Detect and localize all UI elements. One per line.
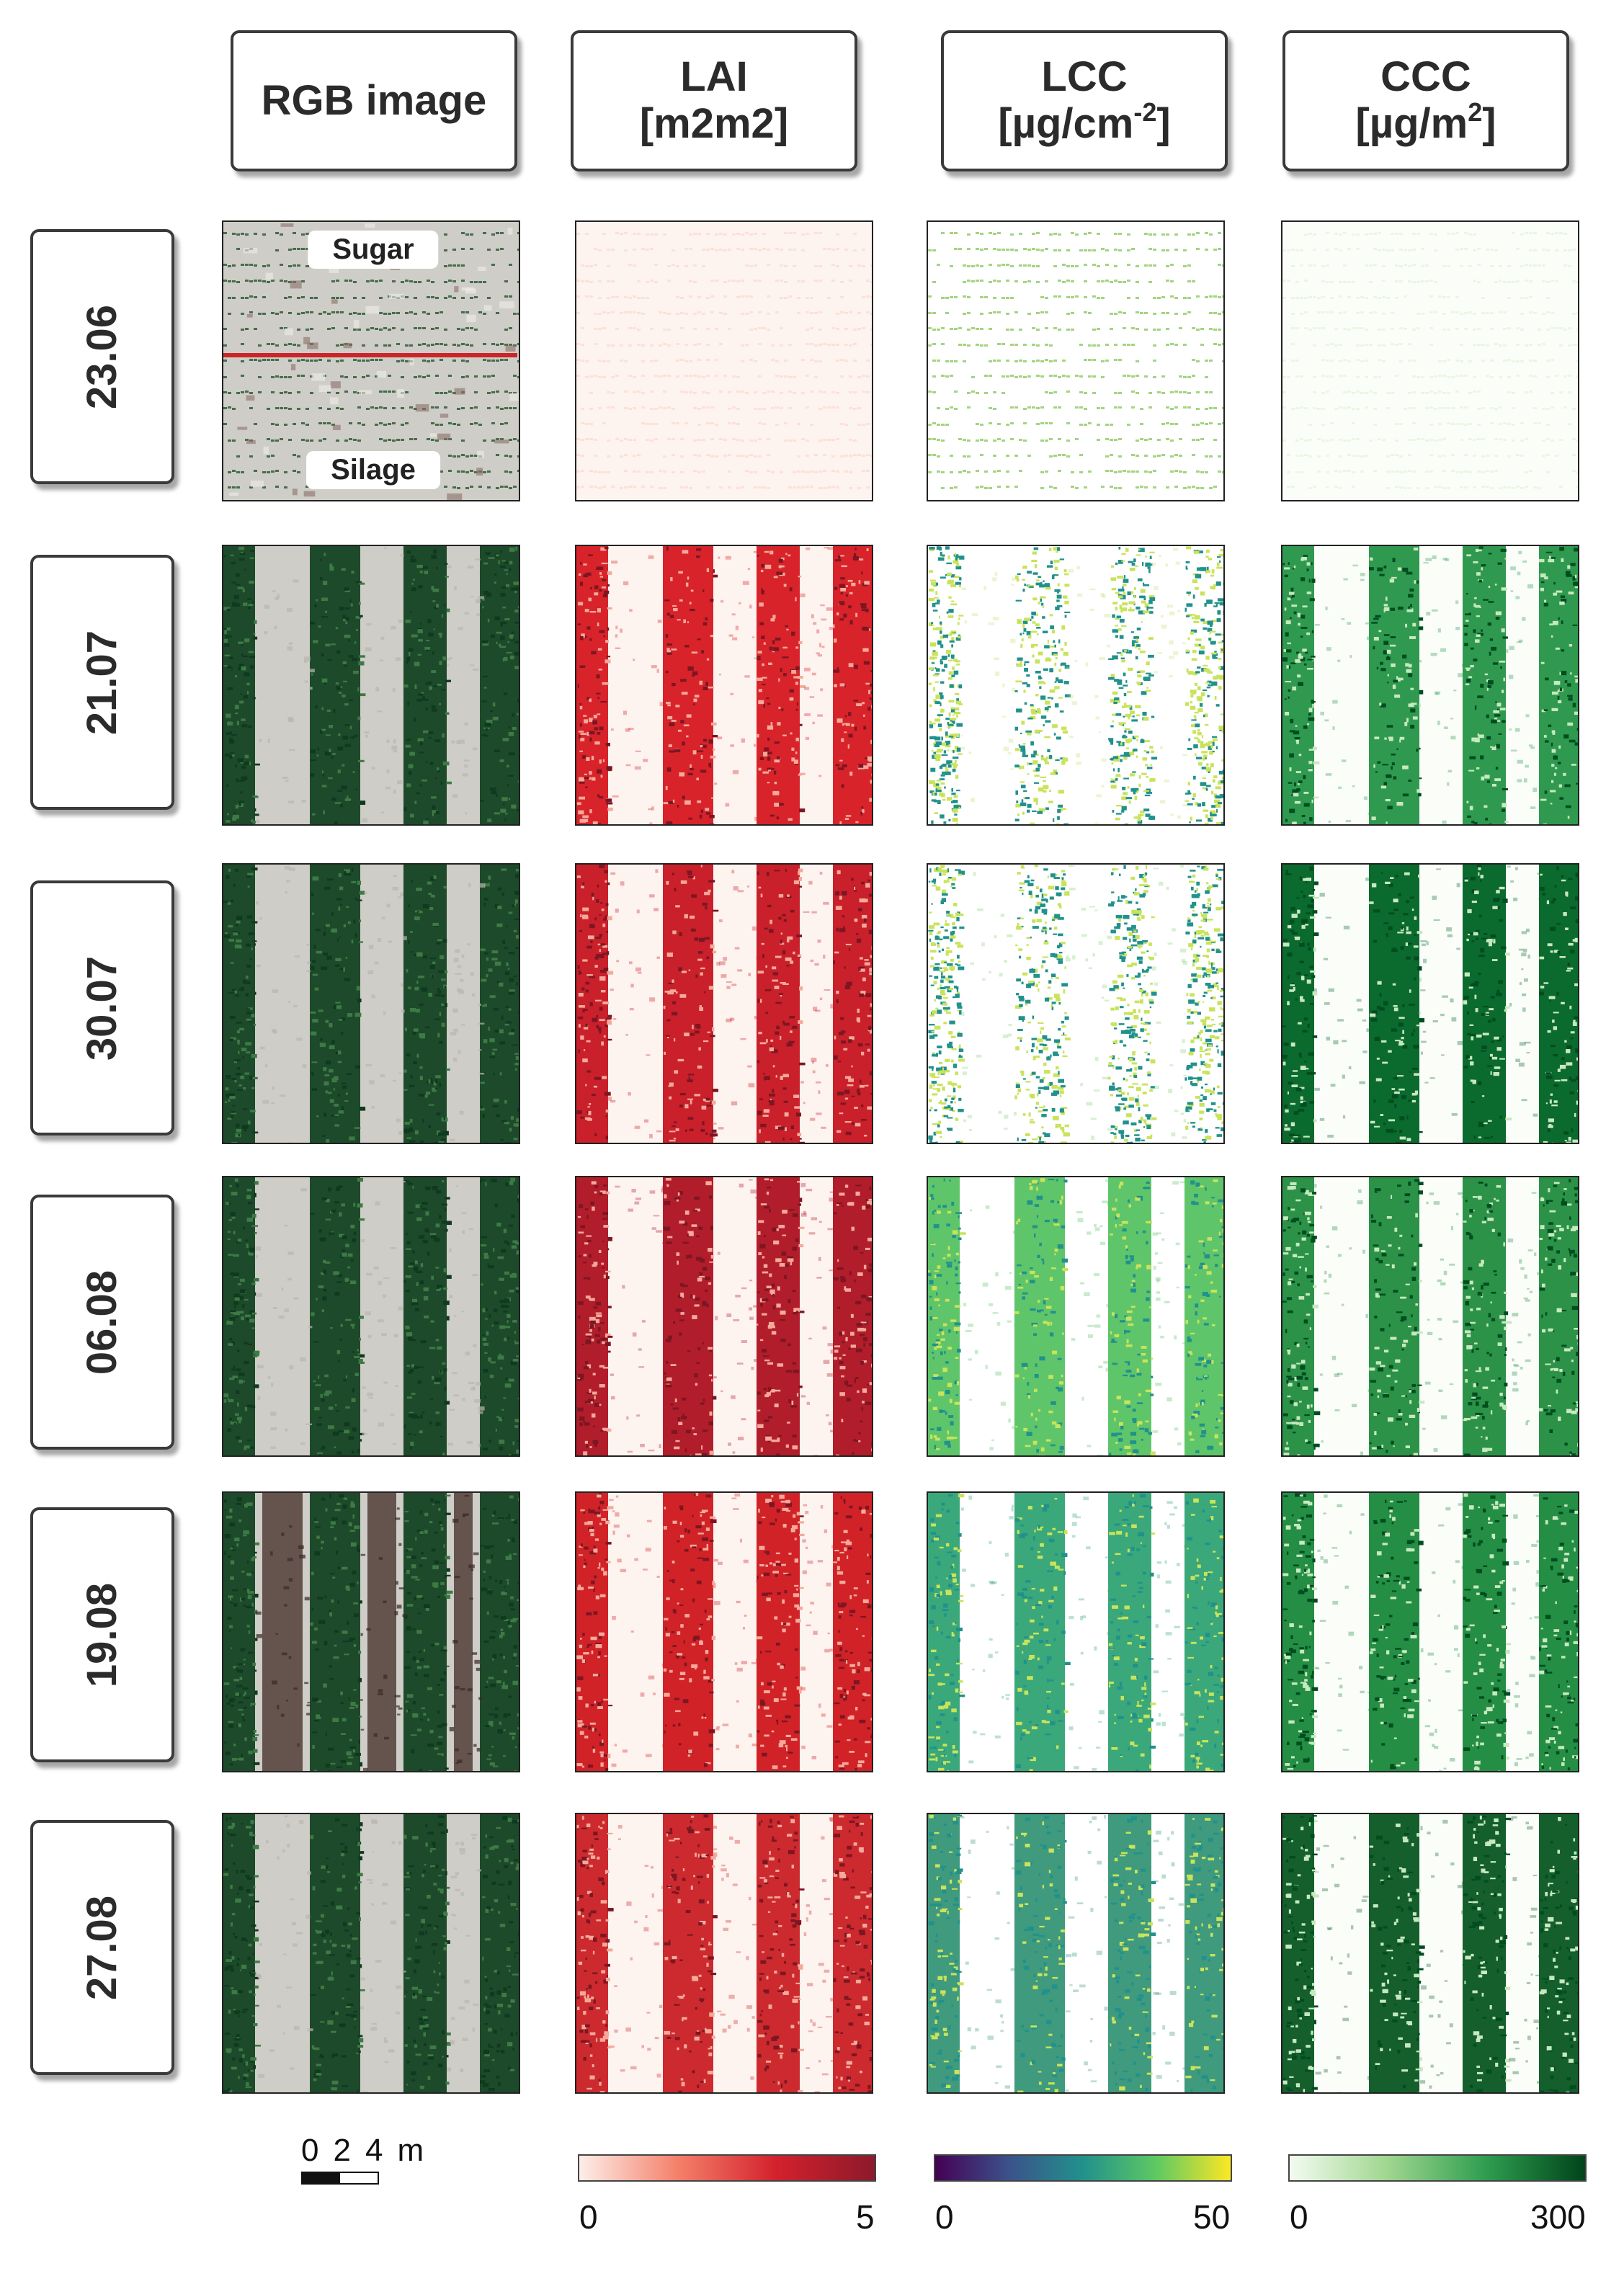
map-tile-lcc-27-08 [927,1813,1225,2094]
map-tile-lcc-30-07 [927,863,1225,1144]
legend-ccc-colorbar [1288,2154,1587,2182]
header-lai: LAI [m2m2] [571,30,857,171]
scale-unit: m [397,2133,424,2168]
plot-divider-line [223,353,517,357]
date-label-6: 27.08 [30,1820,174,2075]
header-lai-title: LAI [680,53,748,101]
map-tile-rgb-27-08 [222,1813,520,2094]
map-tile-rgb-21-07 [222,545,520,826]
legend-lcc-colorbar [934,2154,1232,2182]
map-tile-ccc-30-07 [1281,863,1579,1144]
map-tile-ccc-21-07 [1281,545,1579,826]
map-tile-lai-06-08 [575,1176,873,1457]
plot-label-sugar: Sugar [308,231,439,269]
scale-tick-0: 0 [301,2133,319,2168]
scale-bar: 0 2 4 m [301,2133,424,2185]
legend-ccc-max: 300 [1530,2198,1586,2236]
scale-bar-graphic [301,2172,379,2185]
header-lcc: LCC [µg/cm-2] [941,30,1228,171]
scale-tick-2: 2 [333,2133,351,2168]
map-tile-ccc-06-08 [1281,1176,1579,1457]
legend-lai-max: 5 [856,2198,875,2236]
scale-tick-4: 4 [365,2133,383,2168]
map-tile-lcc-06-08 [927,1176,1225,1457]
header-ccc-exp: 2 [1468,97,1483,127]
legend-ccc-min: 0 [1290,2198,1308,2236]
map-tile-lai-23-06 [575,220,873,501]
plot-label-silage: Silage [306,451,440,489]
header-ccc-title: CCC [1380,53,1471,101]
legend-lai-colorbar [578,2154,876,2182]
header-lcc-title: LCC [1041,53,1128,101]
map-tile-rgb-19-08 [222,1491,520,1772]
date-label-5: 19.08 [30,1507,174,1762]
date-label-1: 23.06 [30,229,174,484]
legend-lai-min: 0 [579,2198,598,2236]
map-tile-lai-27-08 [575,1813,873,2094]
header-rgb: RGB image [231,30,517,171]
header-rgb-text: RGB image [261,76,487,124]
map-tile-lai-21-07 [575,545,873,826]
header-ccc-unit: [µg/m2] [1355,97,1496,147]
header-lcc-unit: [µg/cm-2] [998,97,1171,147]
map-tile-ccc-19-08 [1281,1491,1579,1772]
map-tile-lai-30-07 [575,863,873,1144]
map-tile-rgb-06-08 [222,1176,520,1457]
header-lai-unit: [m2m2] [639,100,789,147]
date-label-3: 30.07 [30,880,174,1136]
date-label-2: 21.07 [30,555,174,810]
map-tile-rgb-30-07 [222,863,520,1144]
date-label-4: 06.08 [30,1195,174,1450]
map-tile-ccc-23-06 [1281,220,1579,501]
map-tile-lai-19-08 [575,1491,873,1772]
legend-lcc-max: 50 [1193,2198,1231,2236]
header-lcc-exp: -2 [1133,97,1157,127]
legend-lcc-min: 0 [935,2198,954,2236]
header-ccc: CCC [µg/m2] [1282,30,1569,171]
map-tile-lcc-19-08 [927,1491,1225,1772]
map-tile-lcc-23-06 [927,220,1225,501]
map-tile-ccc-27-08 [1281,1813,1579,2094]
map-tile-lcc-21-07 [927,545,1225,826]
